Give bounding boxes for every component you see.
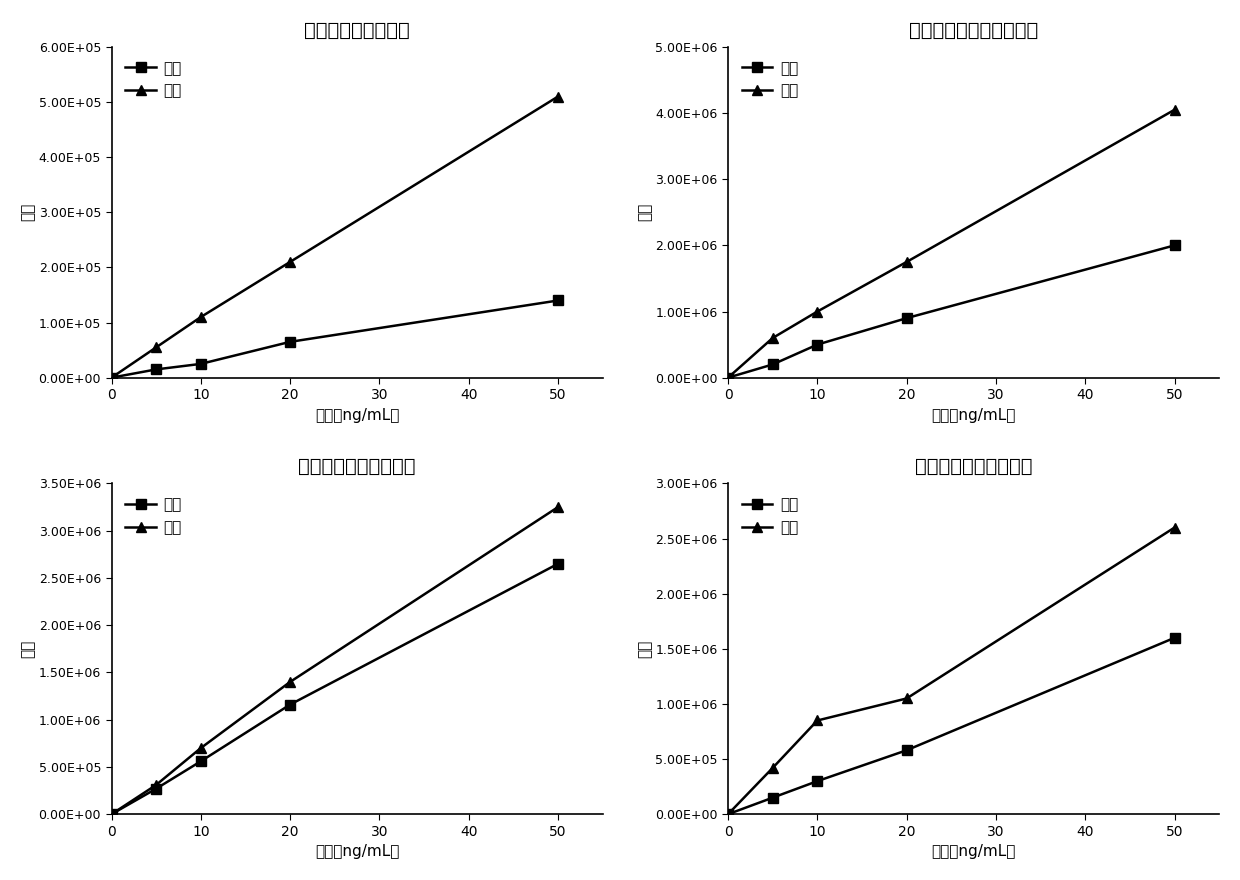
基质	[283, 700, 298, 710]
Title: 苯基呀唠类（多菌灵）: 苯基呀唠类（多菌灵）	[299, 458, 415, 476]
基质	[104, 372, 119, 383]
溶剂	[193, 312, 208, 322]
Legend: 基质, 溶剂: 基质, 溶剂	[735, 55, 805, 105]
溶剂	[810, 715, 825, 726]
基质	[899, 313, 914, 324]
X-axis label: 浓度（ng/mL）: 浓度（ng/mL）	[931, 407, 1016, 422]
基质	[149, 364, 164, 375]
基质	[810, 340, 825, 350]
溶剂	[810, 306, 825, 317]
基质	[551, 559, 565, 569]
Line: 溶剂: 溶剂	[723, 523, 1179, 819]
溶剂	[149, 342, 164, 353]
Y-axis label: 面积: 面积	[21, 203, 36, 222]
Y-axis label: 面积: 面积	[637, 203, 652, 222]
溶剂	[899, 693, 914, 704]
基质	[1167, 240, 1182, 251]
基质	[551, 295, 565, 305]
Line: 溶剂: 溶剂	[723, 105, 1179, 383]
基质	[193, 756, 208, 766]
溶剂	[720, 809, 735, 819]
溶剂	[149, 780, 164, 790]
Y-axis label: 面积: 面积	[637, 640, 652, 658]
Line: 基质: 基质	[107, 296, 563, 383]
溶剂	[283, 677, 298, 687]
Legend: 基质, 溶剂: 基质, 溶剂	[119, 55, 187, 105]
Line: 溶剂: 溶剂	[107, 92, 563, 383]
Title: 苯甲酰脲类（灭幼脲）: 苯甲酰脲类（灭幼脲）	[915, 458, 1033, 476]
基质	[283, 336, 298, 347]
溶剂	[283, 257, 298, 268]
X-axis label: 浓度（ng/mL）: 浓度（ng/mL）	[315, 844, 399, 859]
基质	[810, 776, 825, 787]
X-axis label: 浓度（ng/mL）: 浓度（ng/mL）	[931, 844, 1016, 859]
X-axis label: 浓度（ng/mL）: 浓度（ng/mL）	[315, 407, 399, 422]
溶剂	[1167, 523, 1182, 533]
Title: 氨基甲酸酯类（涕灶威）: 氨基甲酸酯类（涕灶威）	[909, 21, 1038, 40]
基质	[193, 359, 208, 370]
基质	[765, 792, 780, 803]
基质	[1167, 633, 1182, 643]
基质	[720, 809, 735, 819]
Line: 基质: 基质	[107, 559, 563, 819]
基质	[720, 372, 735, 383]
Line: 溶剂: 溶剂	[107, 502, 563, 819]
溶剂	[720, 372, 735, 383]
Y-axis label: 面积: 面积	[21, 640, 36, 658]
溶剂	[765, 763, 780, 774]
基质	[149, 783, 164, 794]
Line: 基质: 基质	[723, 633, 1179, 819]
溶剂	[765, 333, 780, 343]
Legend: 基质, 溶剂: 基质, 溶剂	[735, 491, 805, 541]
溶剂	[551, 502, 565, 512]
溶剂	[1167, 105, 1182, 115]
Legend: 基质, 溶剂: 基质, 溶剂	[119, 491, 187, 541]
溶剂	[551, 92, 565, 102]
Line: 基质: 基质	[723, 240, 1179, 383]
基质	[899, 745, 914, 756]
溶剂	[104, 809, 119, 819]
溶剂	[104, 372, 119, 383]
溶剂	[193, 743, 208, 753]
基质	[104, 809, 119, 819]
基质	[765, 359, 780, 370]
Title: 有机磷（杀蟟硫磷）: 有机磷（杀蟟硫磷）	[304, 21, 410, 40]
溶剂	[899, 257, 914, 268]
